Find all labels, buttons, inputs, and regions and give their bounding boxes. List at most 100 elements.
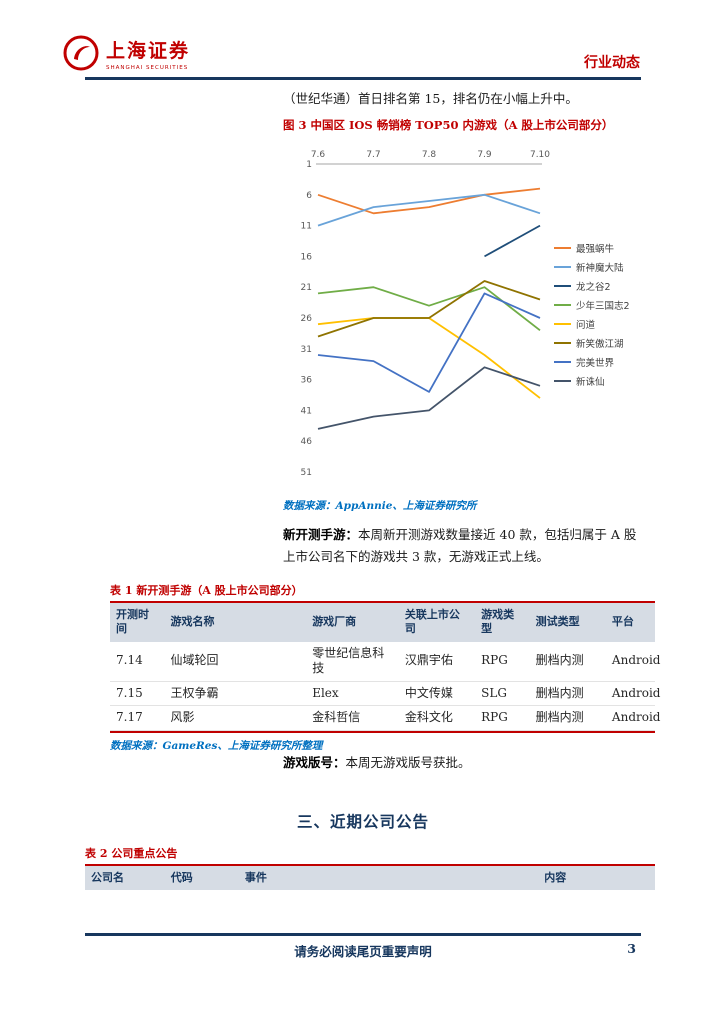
- table-cell: 金科文化: [398, 705, 476, 731]
- table-cell: Android: [605, 641, 660, 682]
- license-paragraph: 游戏版号：本周无游戏版号获批。: [283, 752, 642, 774]
- footer-divider: [85, 933, 641, 936]
- svg-text:1: 1: [306, 160, 312, 170]
- table1-source: 数据来源：GameRes、上海证券研究所整理: [110, 739, 323, 752]
- column-header: 关联上市公司: [398, 603, 476, 642]
- paragraph-text: 本周新开测游戏数量接近 40 款，包括归属于 A 股上市公司名下的游戏共 3 款…: [283, 527, 637, 564]
- figure-source: 数据来源：AppAnnie、上海证券研究所: [283, 500, 477, 512]
- legend-item: 新诛仙: [554, 374, 630, 388]
- paragraph-lead-label: 新开测手游：: [283, 527, 359, 542]
- new-test-games-block: 表 1 新开测手游（A 股上市公司部分） 开测时间 游戏名称 游戏厂商 关联上市公司游…: [110, 582, 660, 753]
- table-top-rule: [85, 864, 655, 866]
- table-bottom-rule: [110, 730, 655, 733]
- table-cell: 零世纪信息科技: [306, 641, 399, 682]
- table-cell: Android: [605, 681, 660, 707]
- table-cell: Elex: [306, 681, 399, 707]
- legend-label: 新神魔大陆: [576, 262, 624, 274]
- column-header: 内容: [455, 866, 655, 891]
- svg-text:31: 31: [301, 345, 312, 355]
- column-header: 测试类型: [529, 603, 606, 642]
- announcements-table: 公司名 代码 事件 内容: [85, 866, 655, 891]
- section-heading: 三、近期公司公告: [296, 812, 429, 831]
- svg-text:7.7: 7.7: [366, 150, 380, 160]
- header-divider: [85, 77, 641, 80]
- table2-title: 表 2 公司重点公告: [85, 847, 178, 860]
- brand-name-cn: 上海证券: [106, 39, 191, 62]
- table-cell: 汉鼎宇佑: [398, 641, 476, 682]
- paragraph-text: 本周无游戏版号获批。: [345, 755, 471, 770]
- footer-disclaimer: 请务必阅读尾页重要声明: [294, 944, 432, 959]
- legend-item: 新神魔大陆: [554, 260, 630, 274]
- table-row: 7.14 仙域轮回 零世纪信息科技 汉鼎宇佑 RPG 删档内测 Android: [110, 641, 660, 682]
- paragraph-lead-label: 游戏版号：: [283, 755, 346, 770]
- legend-label: 新笑傲江湖: [576, 338, 624, 350]
- legend-item: 新笑傲江湖: [554, 336, 630, 350]
- column-header: 代码: [164, 866, 239, 891]
- column-header: 开测时间: [110, 603, 165, 642]
- page-number: 3: [627, 941, 636, 956]
- chart-legend: 最强蜗牛新神魔大陆龙之谷2 少年三国志2 问道新笑傲江湖完美世界新诛仙: [554, 241, 630, 388]
- table-cell: 7.17: [110, 705, 165, 731]
- legend-swatch: [554, 322, 571, 325]
- table-row: 7.15 王权争霸 Elex 中文传媒 SLG 删档内测 Android: [110, 681, 660, 707]
- table-header-row: 开测时间 游戏名称 游戏厂商 关联上市公司 游戏类型 测试类型 平台: [110, 603, 655, 642]
- legend-item: 完美世界: [554, 355, 630, 369]
- new-test-games-table: 开测时间 游戏名称 游戏厂商 关联上市公司 游戏类型 测试类型 平台 7.14 仙域轮回 零世纪信…: [110, 603, 660, 731]
- column-header: 游戏类型: [475, 603, 530, 642]
- column-header: 公司名: [85, 866, 165, 891]
- table-top-rule: [110, 601, 655, 603]
- column-header: 事件: [238, 866, 456, 891]
- legend-label: 最强蜗牛: [576, 243, 615, 255]
- table-row: 7.17 风影 金科哲信 金科文化 RPG 删档内测 Android: [110, 705, 660, 731]
- table-cell: RPG: [475, 705, 530, 731]
- svg-text:11: 11: [301, 222, 312, 232]
- svg-text:46: 46: [301, 437, 313, 447]
- column-header: 游戏厂商: [306, 603, 399, 642]
- legend-label: 完美世界: [576, 357, 615, 369]
- svg-text:26: 26: [301, 314, 313, 324]
- legend-swatch: [554, 341, 571, 344]
- svg-text:6: 6: [306, 191, 312, 201]
- brand-logo-icon: [62, 34, 100, 72]
- table-cell: 中文传媒: [398, 681, 476, 707]
- new-test-paragraph: 新开测手游：本周新开测游戏数量接近 40 款，包括归属于 A 股上市公司名下的游…: [283, 524, 642, 568]
- legend-label: 龙之谷2: [576, 281, 611, 293]
- svg-text:51: 51: [301, 468, 312, 478]
- table-cell: 删档内测: [529, 681, 606, 707]
- table-cell: 删档内测: [529, 705, 606, 731]
- legend-label: 问道: [576, 319, 596, 331]
- announcements-block: 表 2 公司重点公告 公司名 代码 事件 内容: [85, 845, 655, 891]
- svg-text:7.9: 7.9: [477, 150, 492, 160]
- table-cell: 仙域轮回: [164, 641, 307, 682]
- legend-swatch: [554, 379, 571, 382]
- legend-swatch: [554, 284, 571, 287]
- figure-chart: 7.6 7.7 7.8 7.9 7.10 1 6 11 16 21 26 31 36 41 46 51 最强蜗…: [288, 138, 642, 490]
- table-cell: RPG: [475, 641, 530, 682]
- table-cell: 删档内测: [529, 641, 606, 682]
- svg-text:16: 16: [301, 252, 313, 262]
- column-header: 平台: [605, 603, 655, 642]
- table-cell: SLG: [475, 681, 530, 707]
- report-section-label: 行业动态: [584, 55, 640, 71]
- table-header-row: 公司名 代码 事件 内容: [85, 866, 655, 891]
- svg-text:7.8: 7.8: [422, 150, 437, 160]
- table1-title: 表 1 新开测手游（A 股上市公司部分）: [110, 584, 303, 597]
- legend-label: 少年三国志2: [576, 300, 630, 312]
- legend-item: 少年三国志2: [554, 298, 630, 312]
- legend-swatch: [554, 265, 571, 268]
- table-cell: 风影: [164, 705, 307, 731]
- figure-caption: 图 3 中国区 IOS 畅销榜 TOP50 内游戏（A 股上市公司部分）: [283, 118, 614, 132]
- legend-item: 最强蜗牛: [554, 241, 630, 255]
- legend-item: 龙之谷2: [554, 279, 630, 293]
- svg-text:7.6: 7.6: [311, 150, 326, 160]
- table-cell: 7.15: [110, 681, 165, 707]
- legend-swatch: [554, 246, 571, 249]
- legend-item: 问道: [554, 317, 630, 331]
- column-header: 游戏名称: [164, 603, 307, 642]
- legend-label: 新诛仙: [576, 376, 605, 388]
- legend-swatch: [554, 360, 571, 363]
- table-cell: Android: [605, 705, 660, 731]
- svg-text:41: 41: [301, 406, 312, 416]
